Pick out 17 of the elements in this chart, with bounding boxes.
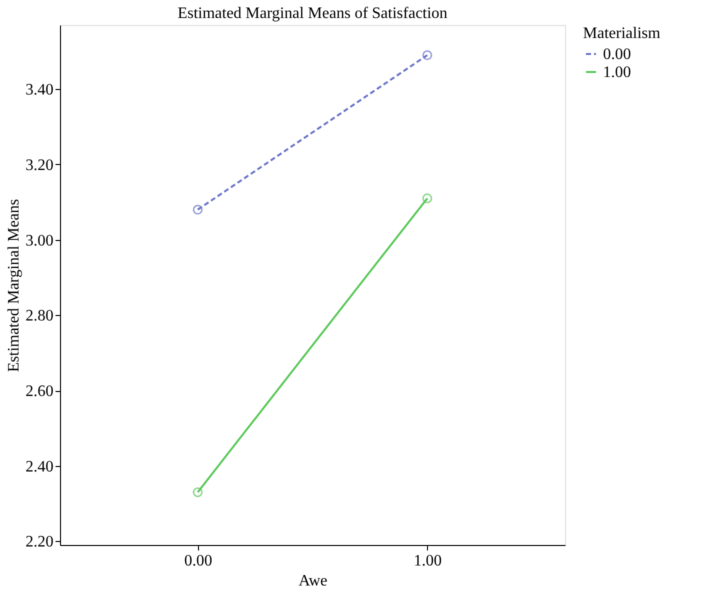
- y-axis-title: Estimated Marginal Means: [6, 199, 22, 372]
- legend-label: 0.00: [603, 46, 631, 63]
- y-tick-label: 3.40: [26, 82, 54, 99]
- y-tick-label: 3.00: [26, 232, 54, 250]
- x-axis-title: Awe: [298, 572, 328, 590]
- point: [192, 487, 203, 498]
- y-tick-label: 3.20: [26, 156, 54, 174]
- y-tick-label: 2.80: [26, 308, 54, 325]
- legend-label: 1.00: [603, 64, 631, 81]
- y-tick-label: 2.60: [26, 383, 54, 400]
- y-tick-label: 2.20: [26, 534, 54, 551]
- legend-title: Materialism: [583, 25, 661, 42]
- point: [422, 50, 432, 60]
- y-tick-label: 2.40: [26, 458, 54, 476]
- point: [192, 204, 203, 215]
- chart-title: Estimated Marginal Means of Satisfaction: [178, 5, 448, 22]
- point: [422, 193, 432, 204]
